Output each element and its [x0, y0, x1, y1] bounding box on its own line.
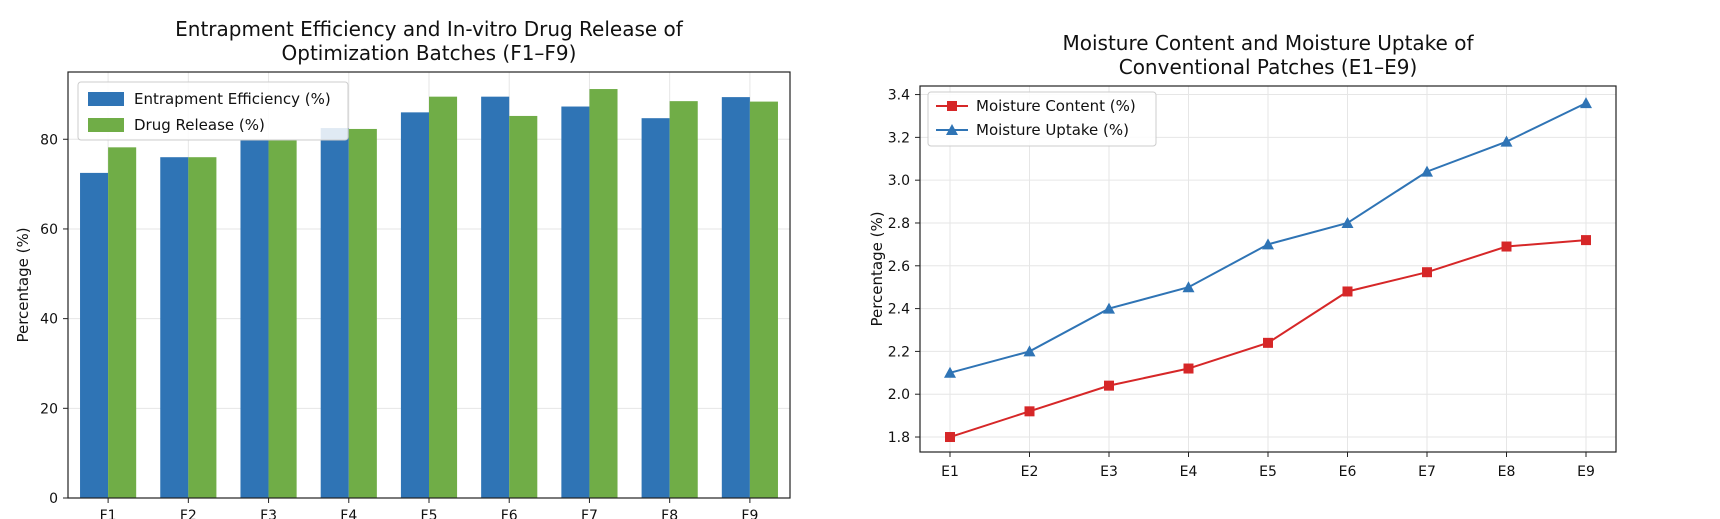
bar-entrapment-efficiency — [400, 112, 429, 498]
point-moisture-uptake — [944, 366, 956, 378]
point-moisture-uptake — [1182, 281, 1195, 293]
y-axis-label: Percentage (%) — [14, 227, 32, 342]
point-moisture-content — [945, 432, 955, 443]
legend-marker — [947, 101, 957, 111]
point-moisture-uptake — [1500, 135, 1513, 147]
bar-chart-svg: Entrapment Efficiency and In-vitro Drug … — [14, 17, 791, 519]
bar-drug-release — [749, 101, 778, 498]
x-tick-label: E7 — [1418, 464, 1436, 480]
bar-entrapment-efficiency — [320, 128, 349, 499]
y-tick-label: 2.4 — [888, 302, 910, 318]
x-tick-label: F6 — [501, 508, 518, 519]
legend-label: Entrapment Efficiency (%) — [134, 90, 331, 108]
bar-drug-release — [589, 89, 618, 498]
point-moisture-uptake — [1580, 97, 1592, 109]
y-tick-label: 80 — [40, 132, 58, 148]
chart-title-line: Conventional Patches (E1–E9) — [1119, 55, 1418, 79]
bar-chart-entrapment-release: Entrapment Efficiency and In-vitro Drug … — [14, 17, 791, 519]
y-tick-label: 3.2 — [888, 130, 910, 146]
y-axis-label: Percentage (%) — [868, 211, 886, 326]
legend: Moisture Content (%) Moisture Uptake (%) — [927, 91, 1157, 147]
legend-swatch — [88, 118, 124, 132]
point-moisture-content — [1263, 337, 1273, 348]
x-tick-label: F1 — [100, 508, 117, 519]
chart-title-line: Entrapment Efficiency and In-vitro Drug … — [175, 17, 684, 41]
y-tick-label: 40 — [40, 312, 58, 328]
chart-title-line: Optimization Batches (F1–F9) — [282, 41, 577, 65]
x-tick-label: F4 — [340, 508, 357, 519]
point-moisture-uptake — [1103, 302, 1115, 314]
point-moisture-content — [1342, 286, 1353, 297]
y-tick-label: 2.8 — [888, 216, 910, 232]
point-moisture-uptake — [1341, 216, 1354, 228]
y-tick-label: 20 — [40, 401, 58, 417]
x-tick-label: F3 — [260, 508, 277, 519]
plot-frame — [67, 71, 791, 499]
bar-entrapment-efficiency — [481, 96, 510, 499]
bar-drug-release — [669, 101, 698, 498]
y-tick-label: 3.4 — [888, 88, 910, 104]
point-moisture-content — [1422, 267, 1432, 278]
point-moisture-uptake — [1023, 345, 1036, 357]
bar-entrapment-efficiency — [641, 118, 670, 498]
legend-box — [927, 91, 1157, 147]
point-moisture-content — [1024, 406, 1035, 417]
bar-entrapment-efficiency — [80, 172, 109, 499]
x-tick-label: F8 — [661, 508, 678, 519]
y-tick-label: 2.2 — [888, 344, 910, 360]
y-tick-label: 1.8 — [888, 430, 910, 446]
point-moisture-uptake — [1421, 165, 1433, 177]
point-moisture-content — [1581, 235, 1591, 246]
plot-frame — [919, 85, 1617, 453]
bar-entrapment-efficiency — [240, 140, 269, 498]
bar-entrapment-efficiency — [561, 106, 590, 499]
x-tick-label: E3 — [1100, 464, 1118, 480]
y-tick-label: 0 — [49, 491, 58, 507]
x-tick-label: F5 — [421, 508, 438, 519]
legend-marker — [946, 124, 958, 135]
x-tick-label: F2 — [180, 508, 197, 519]
legend-box — [77, 81, 349, 141]
legend-swatch — [88, 92, 124, 106]
point-moisture-content — [1104, 380, 1114, 391]
y-tick-label: 2.6 — [888, 259, 910, 275]
legend-label: Moisture Content (%) — [976, 97, 1136, 115]
x-tick-label: F9 — [741, 508, 758, 519]
x-tick-label: E6 — [1339, 464, 1357, 480]
x-tick-label: E5 — [1259, 464, 1277, 480]
bar-drug-release — [509, 115, 538, 499]
x-tick-label: F7 — [581, 508, 598, 519]
x-tick-label: E8 — [1498, 464, 1516, 480]
x-tick-label: E4 — [1180, 464, 1198, 480]
line-chart-moisture: Moisture Content and Moisture Uptake of C… — [860, 0, 1720, 519]
bar-entrapment-efficiency — [160, 157, 189, 498]
line-chart-svg: Moisture Content and Moisture Uptake ofC… — [868, 31, 1617, 480]
chart-title-line: Moisture Content and Moisture Uptake of — [1063, 31, 1475, 55]
y-tick-label: 3.0 — [888, 173, 910, 189]
point-moisture-content — [1183, 363, 1194, 374]
y-tick-label: 2.0 — [888, 387, 910, 403]
legend: Entrapment Efficiency (%) Drug Release (%… — [77, 81, 349, 141]
x-tick-label: E2 — [1021, 464, 1039, 480]
bar-drug-release — [268, 140, 297, 498]
point-moisture-uptake — [1262, 238, 1274, 250]
bar-drug-release — [108, 147, 137, 499]
point-moisture-content — [1501, 241, 1512, 252]
x-tick-label: E9 — [1577, 464, 1595, 480]
legend-label: Moisture Uptake (%) — [976, 121, 1129, 139]
bar-entrapment-efficiency — [721, 97, 750, 499]
bar-drug-release — [188, 157, 217, 498]
bar-drug-release — [429, 96, 458, 499]
bar-drug-release — [348, 128, 377, 499]
x-tick-label: E1 — [941, 464, 959, 480]
y-tick-label: 60 — [40, 222, 58, 238]
legend-label: Drug Release (%) — [134, 116, 265, 134]
